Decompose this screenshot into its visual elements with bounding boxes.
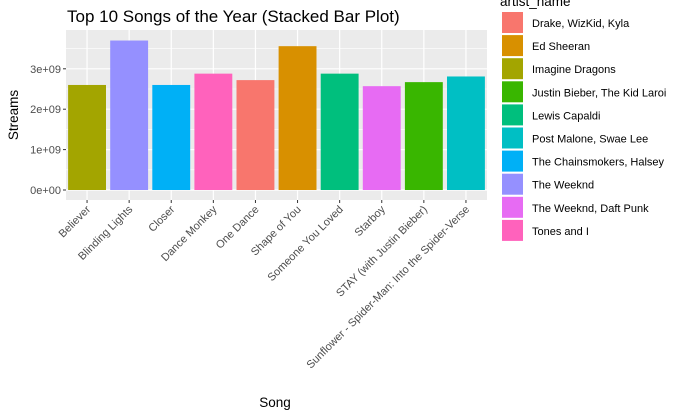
legend-key [502, 173, 523, 195]
legend-key [502, 150, 523, 172]
bar [320, 73, 359, 190]
x-axis-title: Song [259, 395, 291, 410]
bar [152, 84, 191, 190]
x-tick-label: Someone You Loved [265, 204, 345, 284]
y-tick-label: 1e+09 [30, 145, 61, 157]
y-axis: 0e+00 1e+09 2e+09 3e+09 [30, 64, 66, 197]
bar [194, 73, 233, 190]
legend-title: artist_name [500, 0, 571, 9]
legend-key [502, 219, 523, 241]
legend-key [502, 35, 523, 57]
legend-key [502, 81, 523, 103]
y-axis-title: Streams [6, 90, 21, 141]
bar [68, 84, 106, 190]
y-tick-label: 3e+09 [30, 64, 61, 76]
legend-key [502, 104, 523, 126]
bar [362, 86, 401, 190]
legend-key [502, 58, 523, 80]
x-tick-label: Sunflower - Spider-Man: Into the Spider-… [304, 204, 472, 372]
bar [404, 82, 443, 190]
x-tick-label: Believer [57, 203, 94, 240]
y-tick-label: 2e+09 [30, 104, 61, 116]
bar [278, 46, 317, 191]
chart-title: Top 10 Songs of the Year (Stacked Bar Pl… [67, 7, 400, 26]
bar [236, 80, 275, 190]
legend-label: The Weeknd, Daft Punk [532, 203, 649, 215]
legend-label: Post Malone, Swae Lee [532, 134, 648, 146]
x-tick-label: Starboy [353, 203, 389, 239]
legend-label: The Weeknd [532, 180, 594, 192]
legend-label: Imagine Dragons [532, 64, 616, 76]
legend-key [502, 196, 523, 218]
y-tick-label: 0e+00 [30, 185, 61, 197]
legend-key [502, 12, 523, 33]
legend-label: Justin Bieber, The Kid Laroi [532, 87, 666, 99]
legend-items: Drake, WizKid, Kyla Ed Sheeran Imagine Dra… [502, 12, 666, 241]
legend-key [502, 127, 523, 149]
bars [68, 40, 485, 191]
x-tick-label: Closer [146, 203, 177, 234]
legend-label: Lewis Capaldi [532, 110, 600, 122]
bar [110, 40, 149, 190]
legend-label: Tones and I [532, 226, 589, 238]
legend: artist_name Drake, WizKid, Kyla Ed Sheera… [500, 0, 666, 241]
legend-label: Ed Sheeran [532, 41, 590, 53]
legend-label: The Chainsmokers, Halsey [532, 157, 665, 169]
bar [447, 76, 485, 190]
legend-label: Drake, WizKid, Kyla [532, 18, 630, 30]
